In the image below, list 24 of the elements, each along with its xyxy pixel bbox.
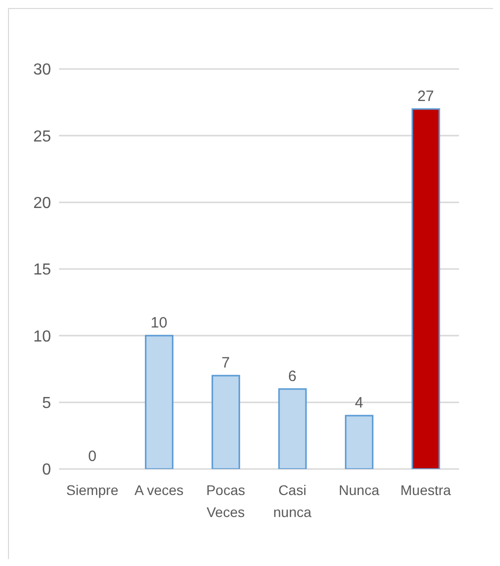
x-tick-label: Muestra [400, 482, 452, 498]
x-tick-label: Casi nunca [273, 482, 312, 520]
bar [212, 374, 240, 469]
bar [278, 388, 307, 469]
x-tick-label: Siempre [66, 482, 119, 498]
y-tick-label: 15 [33, 262, 52, 279]
data-label: 7 [221, 354, 230, 372]
x-tick-label: A veces [134, 482, 184, 498]
y-tick-label: 0 [42, 462, 52, 479]
x-tick-label: Pocas Veces [206, 482, 246, 520]
y-tick-label: 30 [33, 62, 52, 79]
x-tick-label: Nunca [338, 482, 380, 498]
data-label: 27 [417, 88, 434, 105]
bar [344, 414, 374, 469]
y-tick-label: 10 [33, 328, 52, 346]
data-label: 6 [288, 368, 297, 385]
y-tick-label: 20 [33, 195, 52, 212]
y-tick-label: 5 [42, 395, 52, 412]
y-tick-label: 25 [33, 128, 52, 146]
bar [144, 334, 174, 469]
data-label: 10 [150, 314, 168, 332]
data-label: 0 [88, 448, 97, 465]
bar [412, 108, 440, 469]
data-label: 4 [354, 394, 364, 412]
